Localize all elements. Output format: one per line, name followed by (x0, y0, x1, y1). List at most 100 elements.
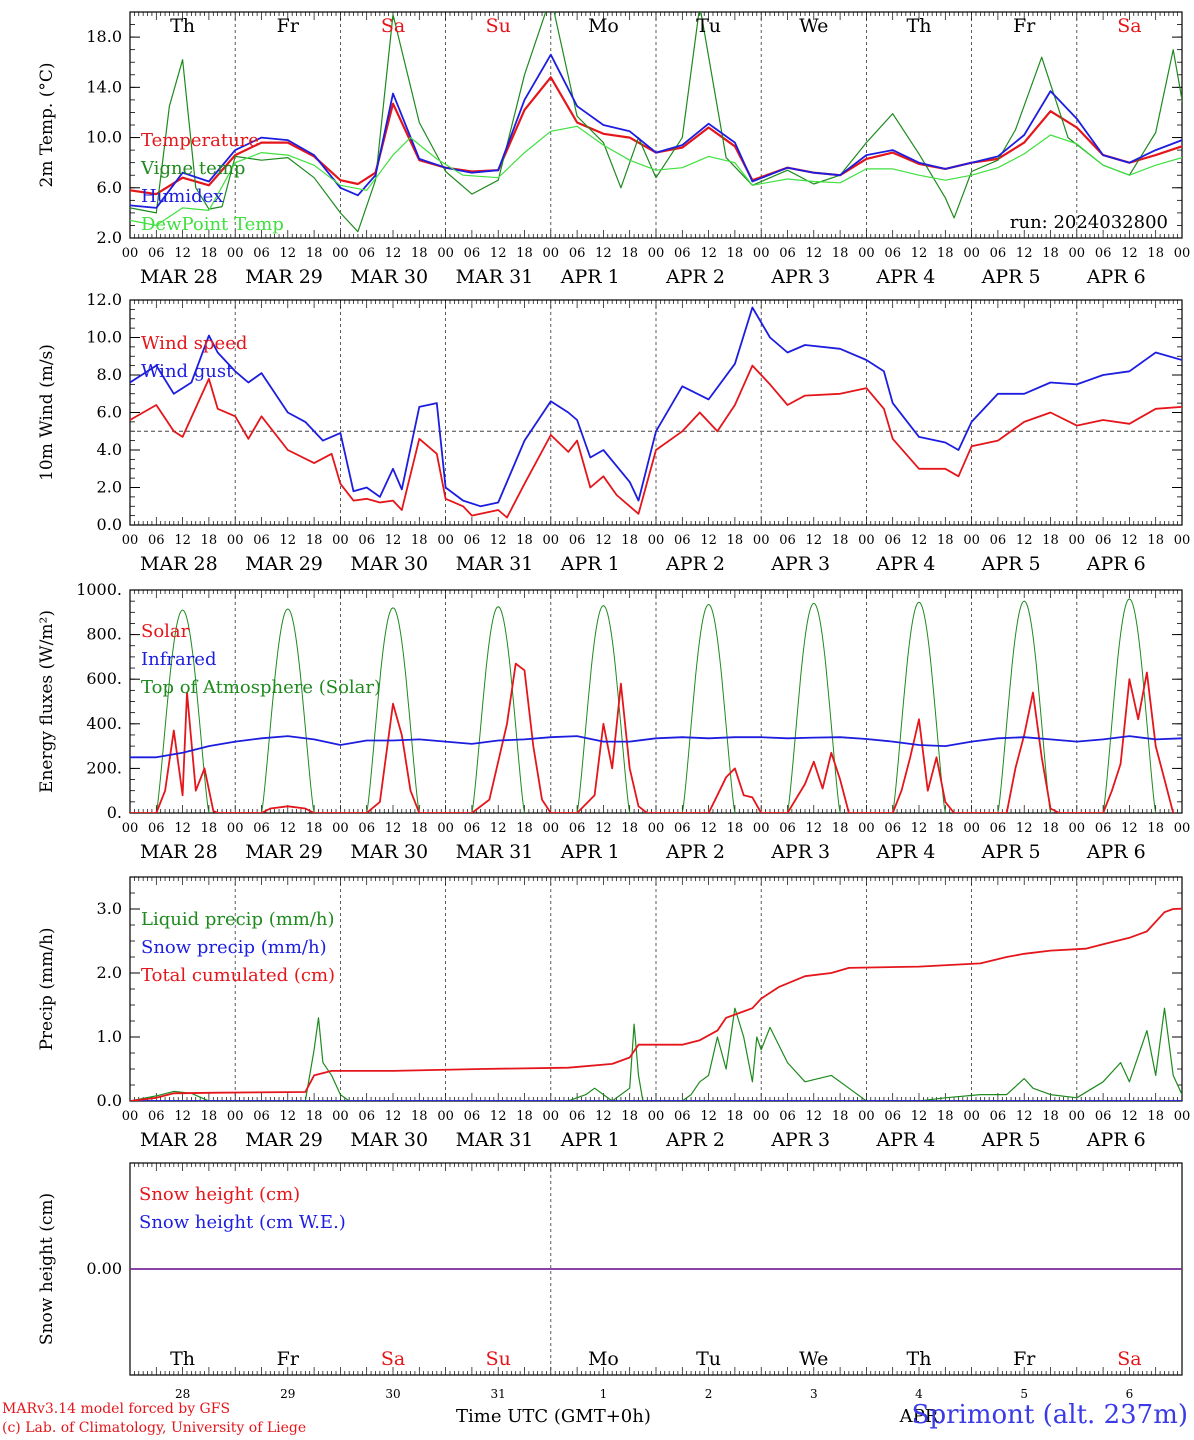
hour-label: 06 (464, 533, 481, 548)
hour-label: 00 (227, 1109, 244, 1124)
hour-label: 12 (174, 533, 191, 548)
hour-label: 06 (358, 533, 375, 548)
hour-label: 18 (832, 1109, 849, 1124)
hour-label: 12 (490, 821, 507, 836)
hour-label: 18 (306, 246, 323, 261)
date-label: MAR 28 (140, 553, 218, 575)
hour-label: 12 (700, 533, 717, 548)
y-tick-label: 10.0 (86, 328, 122, 347)
series-line (130, 907, 1182, 1101)
panel-2 (129, 299, 1183, 526)
hour-label: 06 (148, 821, 165, 836)
toa-solar-curve (576, 605, 631, 813)
y-tick-label: 0.0 (97, 1091, 122, 1110)
date-label: APR 2 (665, 553, 725, 575)
series-line (130, 735, 1182, 759)
y-axis-title: 10m Wind (m/s) (37, 344, 57, 481)
date-label: APR 5 (981, 266, 1041, 288)
date-label: APR 1 (560, 841, 620, 863)
hour-label: 06 (1095, 533, 1112, 548)
hour-label: 12 (700, 821, 717, 836)
hour-label: 12 (1016, 821, 1033, 836)
hour-label: 06 (779, 246, 796, 261)
series-line (130, 53, 1182, 209)
date-label: APR 1 (560, 1129, 620, 1151)
day-name-bottom: Sa (381, 1348, 405, 1370)
day-name-bottom: Mo (588, 1348, 619, 1370)
y-tick-label: 10.0 (86, 128, 122, 147)
hour-label: 06 (358, 821, 375, 836)
legend-entry: Total cumulated (cm) (141, 965, 335, 986)
day-name-top: Th (170, 15, 195, 37)
y-tick-label: 6.0 (97, 178, 122, 197)
hour-label: 00 (332, 821, 349, 836)
hour-label: 12 (174, 246, 191, 261)
hour-label: 00 (1069, 533, 1086, 548)
hour-label: 12 (1121, 1109, 1138, 1124)
hour-label: 00 (858, 1109, 875, 1124)
day-name-top: Tu (696, 15, 721, 37)
hour-label: 12 (700, 246, 717, 261)
hour-label: 18 (832, 821, 849, 836)
toa-solar-curve (366, 607, 420, 813)
y-tick-label: 18.0 (86, 27, 122, 46)
y-tick-label: 0.00 (86, 1259, 122, 1278)
hour-label: 00 (1174, 821, 1191, 836)
y-tick-label: 1.0 (97, 1027, 122, 1046)
toa-solar-curve (892, 601, 946, 813)
hour-label: 06 (990, 821, 1007, 836)
y-tick-label: 2.0 (97, 228, 122, 247)
hour-label: 18 (727, 821, 744, 836)
hour-label: 06 (884, 821, 901, 836)
hour-label: 18 (727, 1109, 744, 1124)
date-label: APR 4 (875, 266, 935, 288)
hour-label: 12 (1016, 246, 1033, 261)
lab-credit: (c) Lab. of Climatology, University of L… (2, 1420, 307, 1436)
date-label: MAR 30 (350, 841, 428, 863)
legend-entry: Liquid precip (mm/h) (141, 909, 335, 930)
y-tick-label: 0. (107, 803, 122, 822)
hour-label: 00 (648, 821, 665, 836)
hour-label: 18 (1042, 1109, 1059, 1124)
day-number: 2 (705, 1387, 713, 1401)
series-line (130, 125, 1182, 226)
hour-label: 12 (280, 1109, 297, 1124)
date-label: APR 1 (560, 266, 620, 288)
y-tick-label: 3.0 (97, 899, 122, 918)
y-tick-label: 200. (86, 758, 122, 777)
hour-label: 18 (937, 1109, 954, 1124)
date-label: MAR 29 (245, 266, 323, 288)
toa-solar-curve (997, 600, 1051, 813)
hour-label: 06 (1095, 1109, 1112, 1124)
hour-label: 00 (648, 533, 665, 548)
hour-label: 18 (621, 821, 638, 836)
series-group (130, 907, 1182, 1101)
hour-label: 18 (516, 246, 533, 261)
hour-label: 00 (543, 533, 560, 548)
hour-label: 18 (201, 1109, 218, 1124)
hour-label: 12 (280, 821, 297, 836)
hour-label: 06 (464, 246, 481, 261)
legend-entry: Snow precip (mm/h) (141, 937, 327, 958)
hour-label: 06 (253, 821, 270, 836)
series-line (130, 306, 1182, 508)
hour-label: 06 (358, 246, 375, 261)
hour-label: 06 (1095, 821, 1112, 836)
hour-label: 12 (595, 533, 612, 548)
hour-label: 12 (806, 533, 823, 548)
day-name-top: Fr (277, 15, 300, 37)
hour-label: 00 (648, 246, 665, 261)
day-name-top: Fr (1013, 15, 1036, 37)
date-label: APR 2 (665, 841, 725, 863)
hour-label: 06 (674, 533, 691, 548)
hour-label: 00 (332, 533, 349, 548)
hour-label: 12 (911, 1109, 928, 1124)
date-label: APR 3 (770, 266, 830, 288)
y-axis-title: Energy fluxes (W/m²) (37, 610, 57, 793)
date-label: APR 4 (875, 1129, 935, 1151)
hour-label: 06 (253, 246, 270, 261)
hour-label: 18 (621, 246, 638, 261)
hour-label: 06 (569, 821, 586, 836)
hour-label: 00 (753, 246, 770, 261)
